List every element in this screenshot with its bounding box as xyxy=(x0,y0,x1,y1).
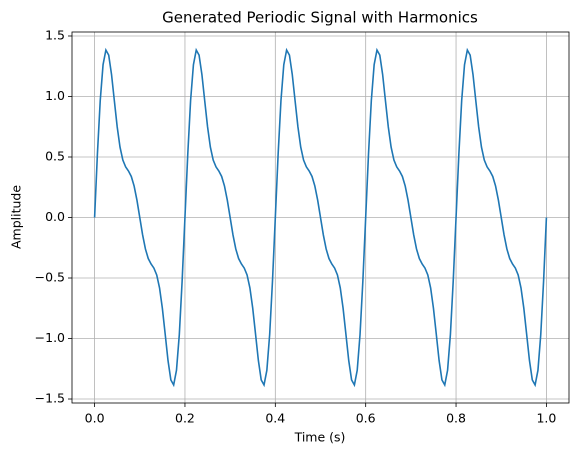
x-tick-label: 0.6 xyxy=(356,411,376,426)
x-tick-label: 0.0 xyxy=(85,411,105,426)
signal-line xyxy=(93,47,548,388)
y-tick-label: −1.5 xyxy=(35,391,65,406)
y-axis-label: Amplitude xyxy=(9,185,24,249)
y-tick-label: −0.5 xyxy=(35,270,65,285)
x-tick-label: 0.2 xyxy=(175,411,195,426)
x-axis-label: Time (s) xyxy=(294,430,346,445)
y-tick-label: −1.0 xyxy=(35,330,65,345)
y-tick-label: 0.0 xyxy=(45,209,65,224)
y-tick-label: 1.5 xyxy=(45,27,65,42)
chart-title: Generated Periodic Signal with Harmonics xyxy=(162,9,478,27)
plot-frame xyxy=(71,31,570,404)
x-tick-label: 0.4 xyxy=(265,411,285,426)
x-tick-label: 1.0 xyxy=(536,411,556,426)
x-tick-label: 0.8 xyxy=(446,411,466,426)
y-tick-label: 0.5 xyxy=(45,148,65,163)
y-tick-label: 1.0 xyxy=(45,88,65,103)
